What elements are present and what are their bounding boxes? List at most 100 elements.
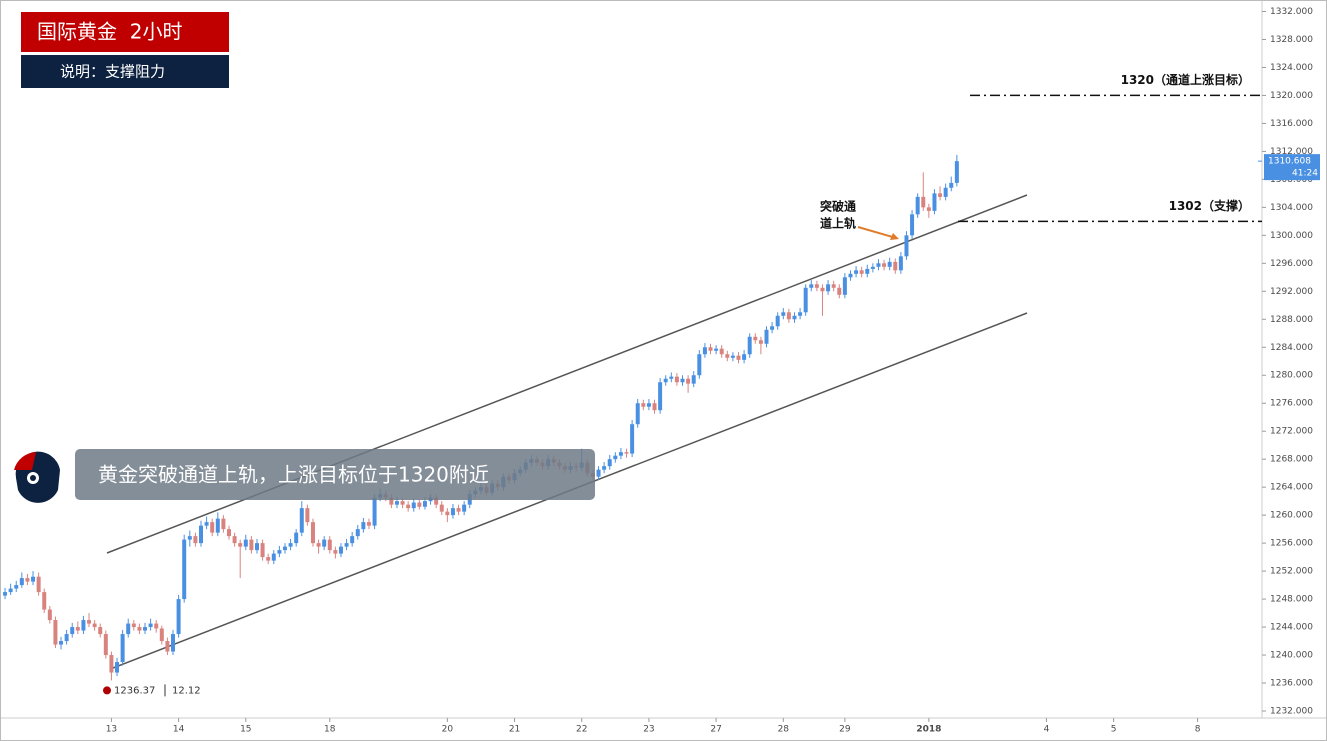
candle-body [422,501,427,507]
candle-body [400,501,405,505]
candle-body [910,214,915,236]
x-tick-label: 2018 [916,725,941,735]
candle-body [232,536,237,544]
title: 国际黄金 2小时 [37,20,182,44]
subtitle: 说明：支撑阻力 [60,63,165,81]
y-tick-label: 1248.000 [1270,595,1313,605]
candle-body [338,546,343,554]
candle-body [243,539,248,547]
candle-body [904,235,909,257]
y-tick-label: 1292.000 [1270,287,1313,297]
candle-body [434,497,439,505]
candle-body [798,312,803,316]
candle-body [361,522,366,530]
icon-pupil [30,475,36,481]
candle-body [344,543,349,547]
candle-body [708,347,713,351]
y-tick-label: 1260.000 [1270,511,1313,521]
candle-body [719,348,724,355]
candle-body [417,502,422,507]
x-tick-label: 4 [1044,725,1050,735]
candle-body [949,182,954,188]
candle-body [680,378,685,383]
candle-body [277,550,282,554]
candle-body [75,627,80,631]
candle-body [859,270,864,274]
candle-body [641,403,646,407]
countdown: 41:24 [1292,169,1318,179]
candle-body [613,455,618,460]
candle-body [736,355,741,360]
y-tick-label: 1268.000 [1270,455,1313,465]
low-change-label: 12.12 [172,685,201,696]
candle-body [25,578,30,582]
candle-body [109,655,114,673]
level-label: 1302（支撑） [1169,198,1250,213]
candle-body [355,529,360,537]
candle-body [215,518,220,533]
candle-body [618,452,623,456]
y-tick-label: 1320.000 [1270,91,1313,101]
candle-body [674,376,679,383]
candle-body [254,543,259,551]
x-tick-label: 20 [442,725,454,735]
candle-body [126,623,131,635]
candle-body [943,187,948,197]
candle-body [305,508,310,523]
candle-body [406,504,411,509]
candle-body [70,627,75,635]
candle-body [803,287,808,313]
candle-body [702,347,707,355]
candle-body [876,263,881,267]
y-tick-label: 1324.000 [1270,63,1313,73]
candle-body [837,287,842,295]
candle-body [394,501,399,505]
candle-body [14,585,19,589]
candle-body [333,550,338,554]
y-tick-label: 1312.000 [1270,147,1313,157]
y-tick-label: 1332.000 [1270,7,1313,17]
candle-body [764,329,769,344]
candle-body [893,261,898,271]
candle-body [187,536,192,540]
y-tick-label: 1236.000 [1270,679,1313,689]
candle-body [81,620,86,631]
x-tick-label: 21 [509,725,520,735]
candle-body [221,518,226,530]
icon-accent [14,452,36,470]
candle-body [31,576,36,582]
y-tick-label: 1328.000 [1270,35,1313,45]
candle-body [148,623,153,628]
candle-body [266,557,271,561]
y-tick-label: 1272.000 [1270,427,1313,437]
candle-body [624,452,629,454]
candle-body [725,354,730,358]
low-price-label: 1236.37 [114,685,155,696]
candle-body [758,340,763,344]
candle-body [249,539,254,551]
x-tick-label: 18 [324,725,336,735]
candle-body [792,315,797,320]
candle-body [199,525,204,544]
candle-body [814,284,819,288]
candle-body [686,378,691,384]
y-tick-label: 1300.000 [1270,231,1313,241]
candle-body [954,161,959,183]
y-tick-label: 1244.000 [1270,623,1313,633]
y-tick-label: 1256.000 [1270,539,1313,549]
x-tick-label: 29 [839,725,851,735]
candle-body [842,277,847,295]
candle-body [462,504,467,512]
last-price-box [1264,154,1320,181]
subtitle-box [21,55,229,88]
candle-body [663,378,668,383]
banner: 黄金突破通道上轨，上涨目标位于1320附近 [98,463,489,487]
y-tick-label: 1252.000 [1270,567,1313,577]
candle-body [742,354,747,360]
candle-body [926,207,931,211]
annotation-arrowhead [890,233,899,240]
candle-body [131,623,136,628]
candle-body [19,578,24,586]
